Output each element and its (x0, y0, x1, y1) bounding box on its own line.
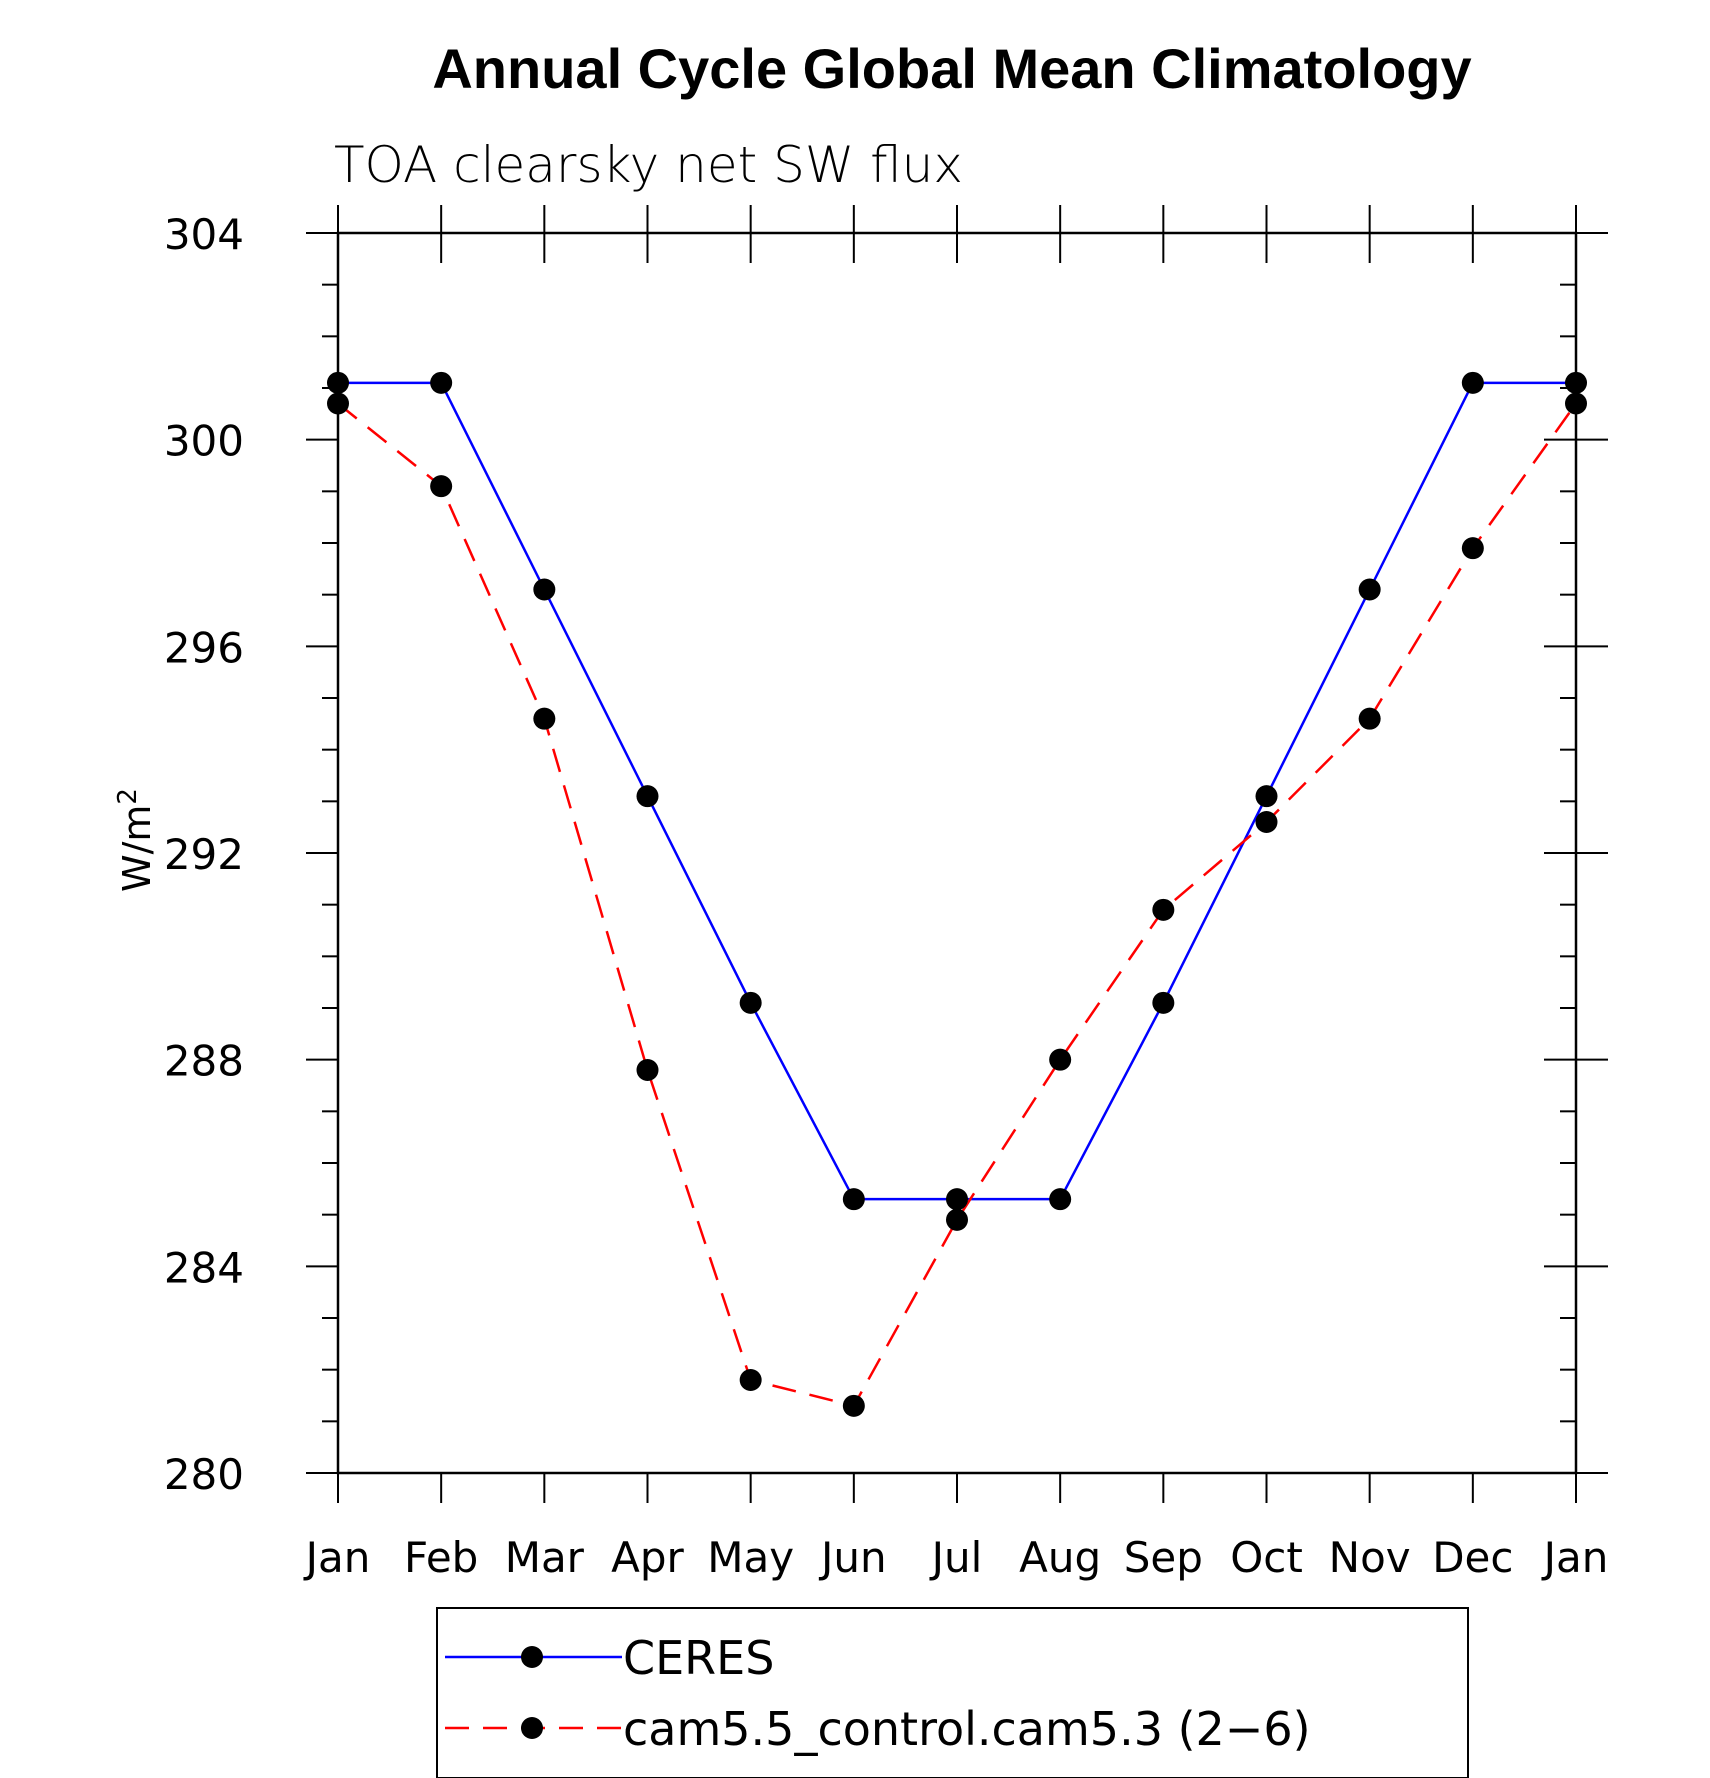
y-tick-label: 304 (164, 210, 244, 259)
data-point-ceres (1255, 785, 1278, 808)
x-tick-label: Mar (505, 1533, 585, 1582)
data-point-cam (1565, 392, 1587, 415)
data-point-ceres (533, 578, 556, 601)
x-tick-label: Nov (1329, 1533, 1411, 1582)
data-point-ceres (946, 1188, 968, 1211)
x-tick-label: Jul (929, 1533, 983, 1582)
chart-title: Annual Cycle Global Mean Climatology (432, 37, 1471, 100)
legend-item-cam: cam5.5_control.cam5.3 (2−6) (445, 1702, 1311, 1756)
data-point-cam (1152, 898, 1175, 921)
y-axis-label-superscript: 2 (113, 788, 143, 805)
data-point-cam (1461, 537, 1484, 560)
data-point-cam (636, 1059, 659, 1081)
x-tick-label: Jan (1541, 1533, 1609, 1582)
data-point-cam (1358, 707, 1381, 730)
y-tick-label: 292 (164, 830, 244, 879)
y-tick-label: 296 (164, 623, 244, 672)
y-tick-label: 280 (164, 1450, 244, 1499)
x-tick-label: May (707, 1533, 794, 1582)
data-point-ceres (1049, 1188, 1072, 1211)
data-point-ceres (636, 785, 659, 808)
chart-subtitle: TOA clearsky net SW flux (334, 136, 963, 194)
data-point-cam (430, 475, 453, 498)
data-point-ceres (739, 991, 762, 1014)
x-tick-label: Jan (303, 1533, 371, 1582)
x-tick-label: Dec (1432, 1533, 1513, 1582)
y-tick-label: 284 (164, 1243, 244, 1292)
x-tick-label: Sep (1124, 1533, 1203, 1582)
data-point-cam (327, 392, 349, 415)
x-tick-labels: Jan Feb Mar Apr May Jun Jul Aug Sep Oct Nov Dec Jan (303, 1533, 1609, 1582)
data-point-cam (1049, 1048, 1072, 1071)
plot-axes (306, 205, 1608, 1503)
y-axis-label: W/m2 (113, 788, 159, 892)
plot-frame (336, 231, 1578, 1475)
data-point-ceres (1358, 578, 1381, 601)
data-point-ceres (430, 371, 453, 394)
data-point-cam (533, 707, 556, 730)
data-point-ceres (1461, 371, 1484, 394)
series-layer (327, 371, 1587, 1417)
x-tick-label: Feb (404, 1533, 478, 1582)
data-point-cam (739, 1369, 762, 1391)
data-point-ceres (327, 371, 349, 394)
y-tick-label: 300 (164, 417, 244, 466)
legend-label-ceres: CERES (623, 1631, 774, 1685)
legend-box (436, 1607, 1469, 1778)
legend-label-cam: cam5.5_control.cam5.3 (2−6) (623, 1702, 1311, 1756)
legend-marker-cam (521, 1717, 543, 1739)
y-axis-label-text: W/m (115, 805, 159, 892)
y-tick-labels: 280 284 288 292 296 300 304 (164, 210, 244, 1499)
x-tick-label: Apr (611, 1533, 684, 1582)
legend-item-ceres: CERES (445, 1631, 774, 1685)
data-point-cam (842, 1394, 865, 1417)
data-point-ceres (842, 1188, 865, 1211)
legend: CERES cam5.5_control.cam5.3 (2−6) (436, 1607, 1469, 1778)
x-tick-label: Jun (818, 1533, 887, 1582)
series-line-cam (337, 402, 1578, 1408)
data-point-cam (946, 1208, 968, 1231)
x-tick-label: Oct (1230, 1533, 1303, 1582)
series-line-ceres (338, 381, 1576, 1201)
data-point-cam (1255, 811, 1278, 833)
legend-marker-ceres (521, 1646, 543, 1668)
data-point-ceres (1152, 991, 1175, 1014)
x-tick-label: Aug (1019, 1533, 1101, 1582)
y-tick-label: 288 (164, 1037, 244, 1086)
data-point-ceres (1565, 371, 1587, 394)
